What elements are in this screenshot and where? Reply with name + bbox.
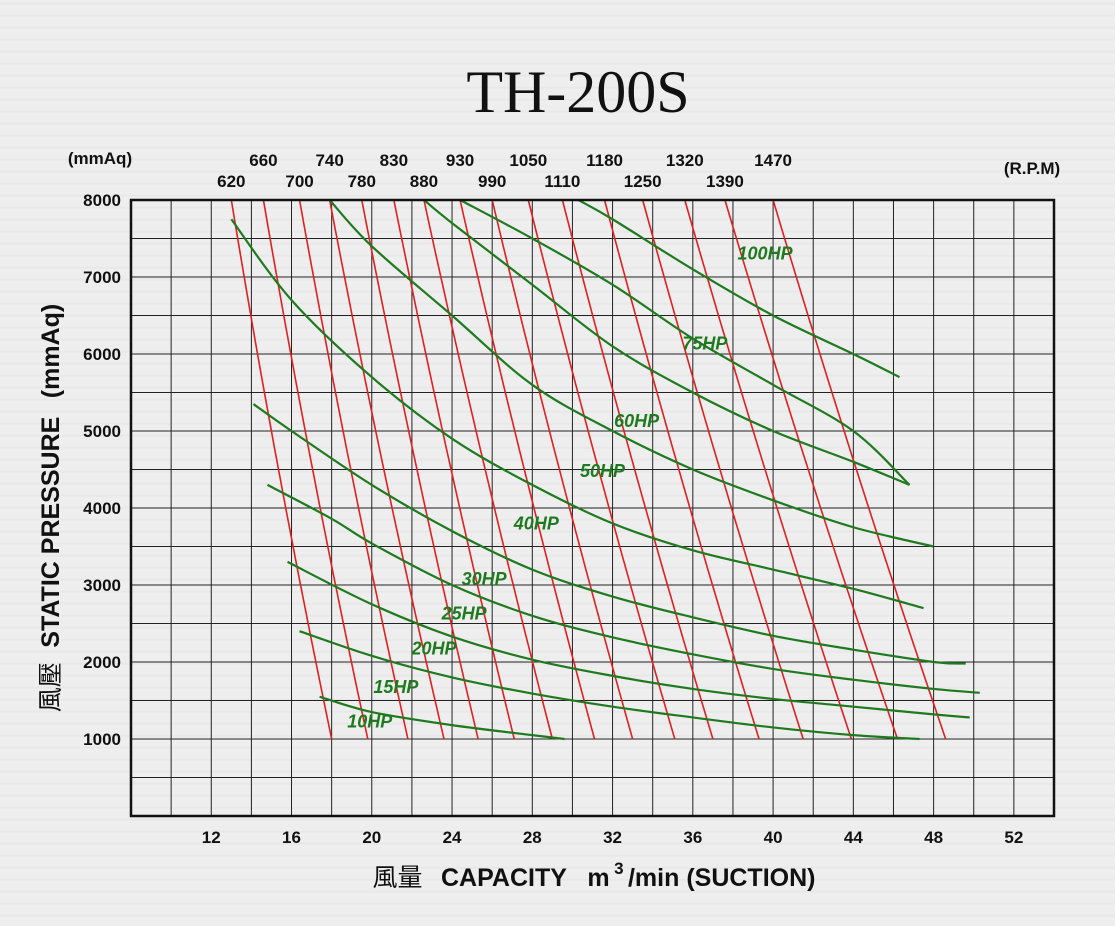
x-axis-label: CAPACITY <box>441 864 567 892</box>
y-unit-top-label: (mmAq) <box>68 149 132 168</box>
hp-curve <box>577 199 900 379</box>
y-tick-label: 3000 <box>83 576 121 595</box>
hp-label: 75HP <box>682 333 728 353</box>
hp-curve <box>459 199 911 486</box>
hp-label: 15HP <box>373 677 419 697</box>
hp-curve <box>287 560 970 719</box>
x-axis-unit-base: m <box>587 864 609 892</box>
rpm-curve <box>491 199 634 740</box>
rpm-label: 990 <box>478 172 506 191</box>
x-tick-label: 32 <box>603 828 622 847</box>
hp-label: 10HP <box>347 711 393 731</box>
rpm-label: 700 <box>285 172 313 191</box>
hp-label: 40HP <box>513 514 560 534</box>
rpm-curve <box>328 199 445 740</box>
rpm-label: 1110 <box>544 172 580 191</box>
rpm-label: 1050 <box>509 151 547 170</box>
x-tick-label: 16 <box>282 828 301 847</box>
rpm-label: 1250 <box>624 172 662 191</box>
y-tick-label: 7000 <box>83 268 121 287</box>
y-tick-label: 4000 <box>83 499 121 518</box>
x-tick-label: 44 <box>844 828 863 847</box>
rpm-label: 660 <box>249 151 277 170</box>
rpm-label: 1390 <box>706 172 744 191</box>
chart-title: TH-200S <box>466 59 689 125</box>
x-axis-unit-superscript: 3 <box>614 859 623 878</box>
hp-label: 60HP <box>614 411 660 431</box>
rpm-label: 1320 <box>666 151 704 170</box>
rpm-label: 620 <box>217 172 245 191</box>
rpm-unit-label: (R.P.M) <box>1004 159 1060 178</box>
y-tick-label: 5000 <box>83 422 121 441</box>
rpm-curve <box>230 199 333 740</box>
rpm-label: 930 <box>446 151 474 170</box>
grid-lines <box>131 200 1054 816</box>
rpm-curve <box>724 199 899 740</box>
rpm-curve <box>641 199 804 740</box>
plot-frame <box>129 198 1056 818</box>
rpm-curve <box>423 199 554 740</box>
rpm-curve <box>684 199 853 740</box>
y-tick-label: 2000 <box>83 653 121 672</box>
y-axis-label-cn: 風壓 <box>36 662 65 712</box>
rpm-curve <box>459 199 596 740</box>
rpm-curve <box>772 199 947 740</box>
rpm-curve <box>360 199 479 740</box>
rpm-curve <box>298 199 409 740</box>
y-tick-labels: 1000 2000 3000 4000 5000 6000 7000 8000 <box>83 191 121 749</box>
x-tick-label: 40 <box>764 828 783 847</box>
hp-curve <box>319 695 565 741</box>
rpm-label: 740 <box>315 151 343 170</box>
rpm-label: 1180 <box>586 151 623 170</box>
x-tick-label: 28 <box>523 828 542 847</box>
x-tick-labels: 12 16 20 24 28 32 36 40 44 48 52 <box>202 828 1024 847</box>
rpm-curve <box>393 199 516 740</box>
rpm-labels: 6206607007407808308809309901050111011801… <box>217 151 792 191</box>
rpm-curves <box>230 199 947 740</box>
hp-label: 30HP <box>462 569 508 589</box>
x-tick-label: 20 <box>362 828 381 847</box>
rpm-curve <box>527 199 676 740</box>
horsepower-curves <box>230 199 980 741</box>
y-tick-label: 1000 <box>83 730 121 749</box>
hp-curve <box>423 199 910 486</box>
hp-curve <box>230 218 924 610</box>
x-axis-unit-rest: /min (SUCTION) <box>628 864 816 892</box>
x-tick-label: 12 <box>202 828 221 847</box>
rpm-label: 830 <box>380 151 408 170</box>
x-tick-label: 48 <box>924 828 943 847</box>
y-axis-title: 風壓 STATIC PRESSURE (mmAq) <box>36 304 65 712</box>
hp-label: 25HP <box>441 604 488 624</box>
horsepower-labels: 10HP 15HP 20HP 25HP 30HP 40HP 50HP 60HP 75HP 100H… <box>347 243 793 731</box>
rpm-curve <box>561 199 714 740</box>
svg-text:風壓 STATIC PRESSURE: 風壓 STATIC PRESSURE (mmAq) <box>36 304 65 712</box>
hp-curve <box>299 630 920 741</box>
x-axis-label-cn: 風量 <box>373 863 423 892</box>
x-tick-label: 36 <box>683 828 702 847</box>
rpm-label: 880 <box>410 172 438 191</box>
hp-label: 50HP <box>580 461 626 481</box>
hp-label: 20HP <box>410 638 457 658</box>
y-axis-unit: (mmAq) <box>37 304 65 398</box>
rpm-curve <box>603 199 760 740</box>
rpm-curve <box>262 199 369 740</box>
rpm-label: 780 <box>348 172 376 191</box>
rpm-label: 1470 <box>754 151 792 170</box>
x-tick-label: 52 <box>1004 828 1023 847</box>
y-axis-label: STATIC PRESSURE <box>37 417 65 648</box>
hp-curve <box>328 199 934 548</box>
x-axis-title: 風量 CAPACITY m 3 /min (SUCTION) <box>373 859 816 892</box>
x-tick-label: 24 <box>443 828 462 847</box>
hp-curve <box>266 483 980 694</box>
hp-curve <box>252 403 966 665</box>
hp-label: 100HP <box>738 243 794 263</box>
y-tick-label: 6000 <box>83 345 121 364</box>
y-tick-label: 8000 <box>83 191 121 210</box>
